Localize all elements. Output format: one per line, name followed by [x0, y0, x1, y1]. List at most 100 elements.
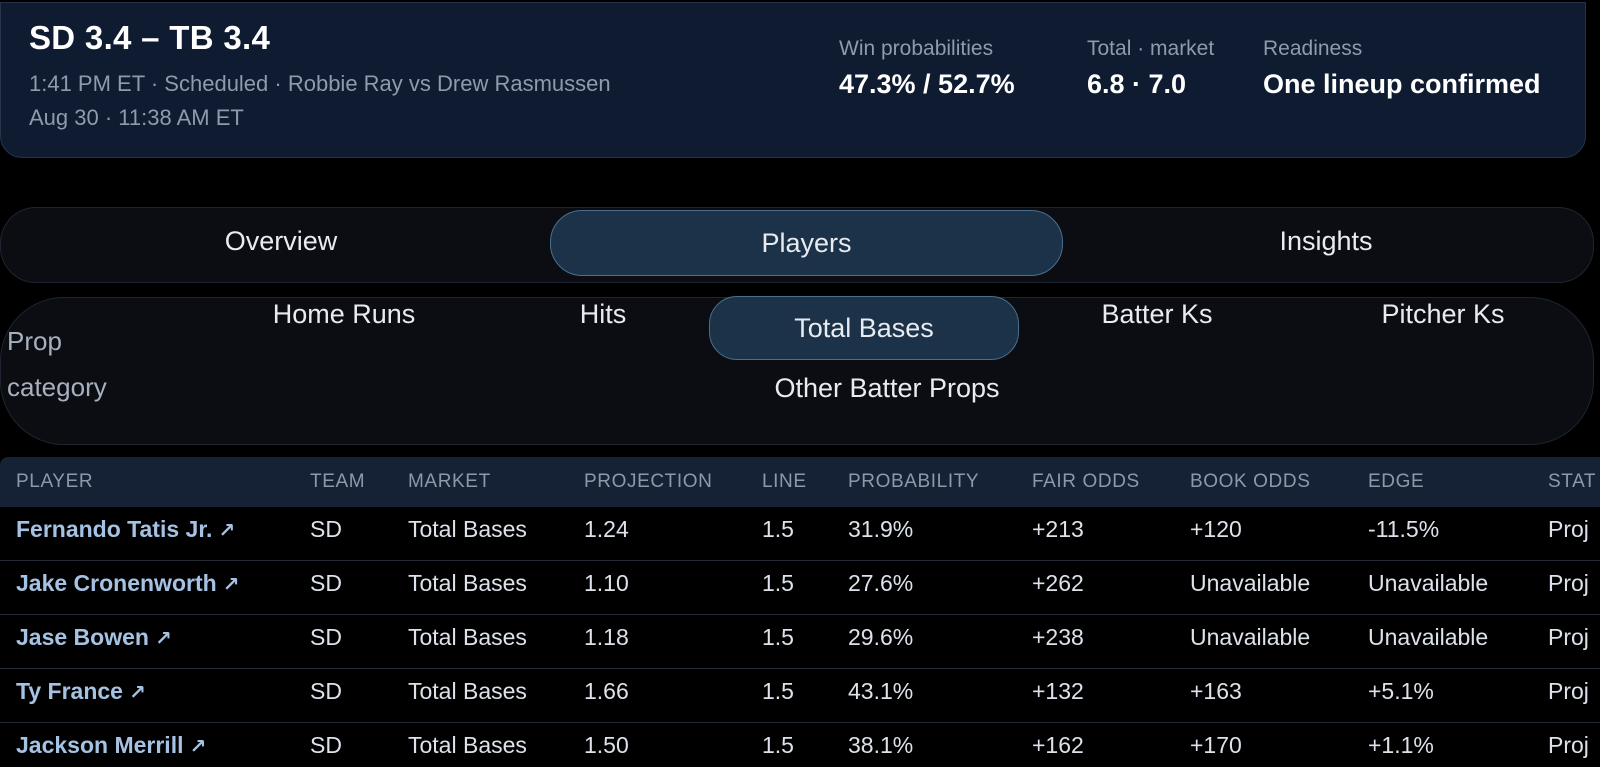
projection-cell: 1.66	[584, 678, 629, 704]
table-row[interactable]: Fernando Tatis Jr. ↗ SD Total Bases 1.24 …	[0, 507, 1600, 561]
prop-home-runs[interactable]: Home Runs	[272, 298, 416, 329]
status-cell: Proj	[1548, 678, 1589, 704]
market-cell: Total Bases	[408, 516, 527, 542]
player-link[interactable]: Jase Bowen	[16, 624, 149, 650]
tab-overview[interactable]: Overview	[224, 225, 338, 256]
table-row[interactable]: Jake Cronenworth ↗ SD Total Bases 1.10 1.…	[0, 561, 1600, 615]
column-header[interactable]: TEAM	[310, 471, 366, 492]
external-link-arrow-icon[interactable]: ↗	[154, 628, 172, 650]
line-cell: 1.5	[762, 516, 794, 542]
external-link-arrow-icon[interactable]: ↗	[128, 682, 146, 704]
column-header[interactable]: BOOK ODDS	[1190, 471, 1311, 492]
player-link[interactable]: Ty France	[16, 678, 123, 704]
edge-cell: +1.1%	[1368, 732, 1434, 758]
team-cell: SD	[310, 516, 342, 542]
player-link[interactable]: Fernando Tatis Jr.	[16, 516, 213, 542]
prop-pitcher-ks[interactable]: Pitcher Ks	[1381, 298, 1505, 329]
team-cell: SD	[310, 678, 342, 704]
column-header[interactable]: PROBABILITY	[848, 471, 980, 492]
prop-category-label: Prop category	[7, 326, 107, 402]
total-market-stat: Total · market 6.8 · 7.0	[1087, 37, 1214, 100]
stat-label: Total · market	[1087, 37, 1215, 60]
market-cell: Total Bases	[408, 624, 527, 650]
market-cell: Total Bases	[408, 678, 527, 704]
player-cell[interactable]: Ty France ↗	[16, 669, 146, 723]
stat-value: 47.3% / 52.7%	[839, 69, 1015, 99]
status-cell: Proj	[1548, 516, 1589, 542]
fair-odds-cell: +262	[1032, 570, 1084, 596]
table-row[interactable]: Jase Bowen ↗ SD Total Bases 1.18 1.5 29.6…	[0, 615, 1600, 669]
table-header: PLAYER TEAM MARKET PROJECTION LINE PROBA…	[0, 457, 1600, 507]
fair-odds-cell: +238	[1032, 624, 1084, 650]
external-link-arrow-icon[interactable]: ↗	[218, 520, 236, 542]
column-header[interactable]: PLAYER	[16, 471, 94, 492]
line-cell: 1.5	[762, 678, 794, 704]
edge-cell: Unavailable	[1368, 624, 1489, 650]
team-cell: SD	[310, 570, 342, 596]
fair-odds-cell: +132	[1032, 678, 1084, 704]
prop-batter-ks[interactable]: Batter Ks	[1101, 298, 1213, 329]
team-cell: SD	[310, 732, 342, 758]
fair-odds-cell: +213	[1032, 516, 1084, 542]
table-row[interactable]: Jackson Merrill ↗ SD Total Bases 1.50 1.5…	[0, 723, 1600, 767]
fair-odds-cell: +162	[1032, 732, 1084, 758]
player-cell[interactable]: Jake Cronenworth ↗	[16, 561, 239, 615]
line-cell: 1.5	[762, 732, 794, 758]
edge-cell: Unavailable	[1368, 570, 1489, 596]
player-cell[interactable]: Jackson Merrill ↗	[16, 723, 206, 767]
main-tabs: Overview Players Insights	[0, 207, 1594, 283]
status-cell: Proj	[1548, 732, 1589, 758]
tab-insights[interactable]: Insights	[1279, 225, 1373, 256]
external-link-arrow-icon[interactable]: ↗	[222, 574, 240, 596]
status-cell: Proj	[1548, 624, 1589, 650]
stat-value: One lineup confirmed	[1263, 69, 1541, 99]
status-cell: Proj	[1548, 570, 1589, 596]
projection-cell: 1.50	[584, 732, 629, 758]
projection-cell: 1.18	[584, 624, 629, 650]
column-header[interactable]: EDGE	[1368, 471, 1425, 492]
book-odds-cell: +120	[1190, 516, 1242, 542]
edge-cell: +5.1%	[1368, 678, 1434, 704]
column-header[interactable]: STAT	[1548, 471, 1597, 492]
market-cell: Total Bases	[408, 732, 527, 758]
player-props-table: PLAYER TEAM MARKET PROJECTION LINE PROBA…	[0, 457, 1600, 767]
prop-hits[interactable]: Hits	[579, 298, 627, 329]
team-cell: SD	[310, 624, 342, 650]
prop-other-batter-props[interactable]: Other Batter Props	[774, 372, 1000, 403]
projection-cell: 1.10	[584, 570, 629, 596]
probability-cell: 29.6%	[848, 624, 914, 650]
edge-cell: -11.5%	[1368, 516, 1440, 542]
probability-cell: 27.6%	[848, 570, 914, 596]
book-odds-cell: +170	[1190, 732, 1242, 758]
player-link[interactable]: Jake Cronenworth	[16, 570, 217, 596]
player-cell[interactable]: Jase Bowen ↗	[16, 615, 172, 669]
column-header[interactable]: MARKET	[408, 471, 491, 492]
column-header[interactable]: LINE	[762, 471, 807, 492]
book-odds-cell: Unavailable	[1190, 624, 1311, 650]
game-subtitle: 1:41 PM ET · Scheduled · Robbie Ray vs D…	[29, 71, 611, 96]
probability-cell: 38.1%	[848, 732, 914, 758]
player-cell[interactable]: Fernando Tatis Jr. ↗	[16, 507, 235, 561]
market-cell: Total Bases	[408, 570, 527, 596]
book-odds-cell: +163	[1190, 678, 1242, 704]
table-row[interactable]: Ty France ↗ SD Total Bases 1.66 1.5 43.1%…	[0, 669, 1600, 723]
external-link-arrow-icon[interactable]: ↗	[189, 736, 207, 758]
column-header[interactable]: PROJECTION	[584, 471, 713, 492]
player-link[interactable]: Jackson Merrill	[16, 732, 184, 758]
prop-category-selector: Prop category Home Runs Hits Total Bases…	[0, 296, 1594, 445]
stat-label: Readiness	[1263, 37, 1363, 60]
game-header: SD 3.4 – TB 3.4 1:41 PM ET · Scheduled ·…	[0, 2, 1586, 158]
stat-label: Win probabilities	[839, 37, 994, 60]
book-odds-cell: Unavailable	[1190, 570, 1311, 596]
column-header[interactable]: FAIR ODDS	[1032, 471, 1140, 492]
stat-value: 6.8 · 7.0	[1087, 69, 1187, 99]
probability-cell: 43.1%	[848, 678, 914, 704]
probability-cell: 31.9%	[848, 516, 914, 542]
prop-total-bases[interactable]: Total Bases	[709, 296, 1019, 360]
game-timestamp: Aug 30 · 11:38 AM ET	[29, 105, 244, 130]
line-cell: 1.5	[762, 570, 794, 596]
line-cell: 1.5	[762, 624, 794, 650]
readiness-stat: Readiness One lineup confirmed	[1263, 37, 1541, 100]
tab-players[interactable]: Players	[550, 210, 1063, 276]
